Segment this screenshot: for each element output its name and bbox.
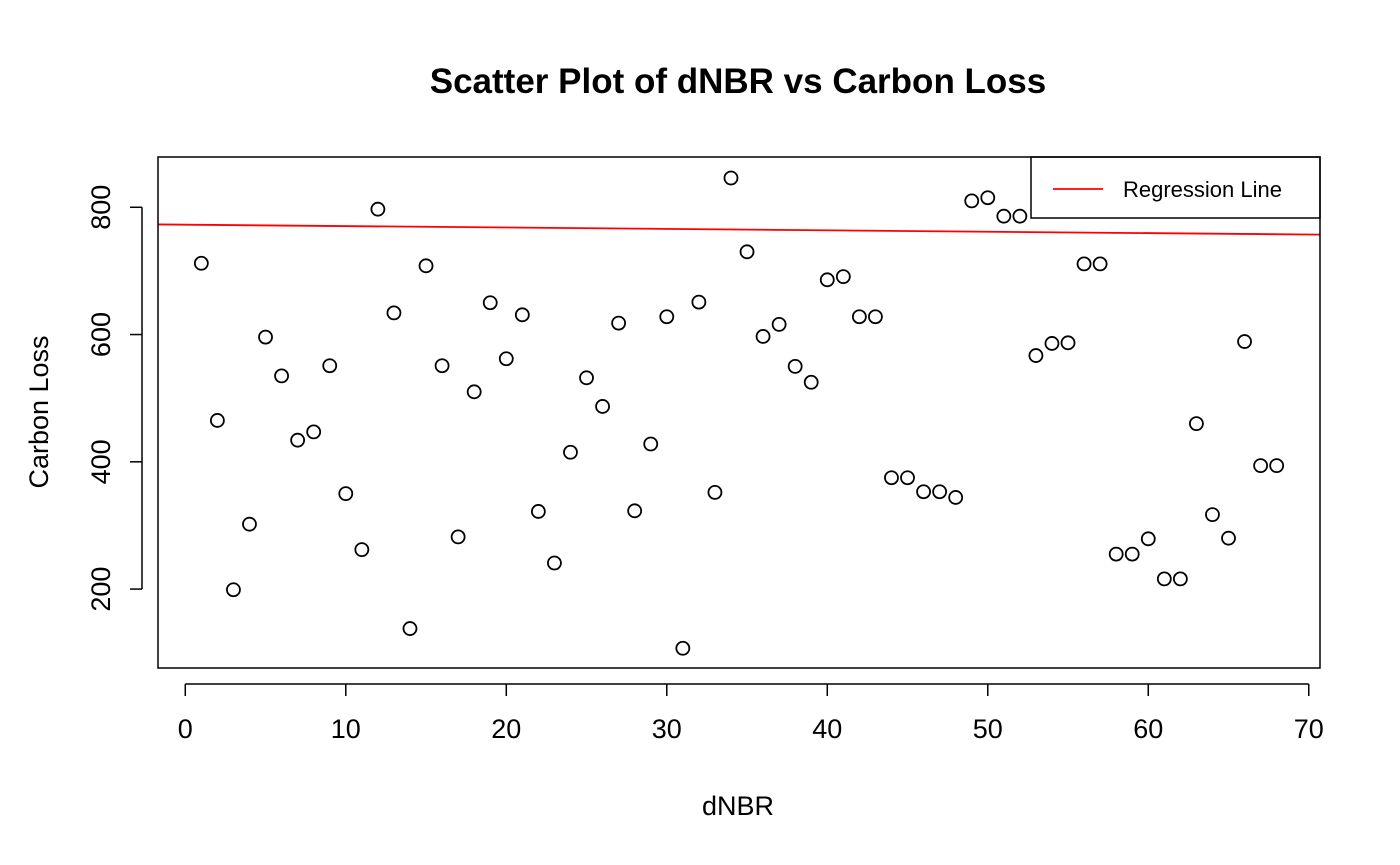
data-point <box>739 244 755 260</box>
data-point <box>675 640 691 656</box>
x-tick-label: 20 <box>491 714 521 744</box>
y-axis-title: Carbon Loss <box>24 335 54 488</box>
data-point <box>1092 256 1108 272</box>
data-point <box>964 193 980 209</box>
data-point <box>868 309 883 325</box>
data-point <box>627 503 643 519</box>
data-point <box>771 316 787 332</box>
x-tick-label: 40 <box>812 714 842 744</box>
data-point <box>1189 416 1204 432</box>
data-point <box>1060 335 1076 351</box>
data-point <box>258 329 273 345</box>
data-point <box>595 399 610 414</box>
data-point <box>1012 208 1028 224</box>
data-point <box>980 190 996 206</box>
plot-frame <box>157 156 1321 669</box>
data-point <box>1140 531 1156 547</box>
data-point <box>851 309 867 325</box>
data-point <box>306 424 322 440</box>
y-tick-label: 600 <box>86 312 116 357</box>
data-point <box>498 351 514 367</box>
data-point <box>659 309 675 325</box>
data-point <box>643 436 659 452</box>
data-point <box>402 621 418 636</box>
data-point <box>996 208 1012 224</box>
x-tick-label: 60 <box>1133 714 1163 744</box>
legend-box <box>1030 156 1321 219</box>
x-tick-label: 50 <box>973 714 1003 744</box>
data-point <box>691 294 707 310</box>
data-point <box>787 358 803 374</box>
data-point <box>835 269 851 285</box>
y-tick-label: 200 <box>86 567 116 612</box>
data-point <box>1269 458 1285 474</box>
data-point <box>803 374 819 390</box>
y-tick-label: 800 <box>86 185 116 230</box>
data-point <box>755 329 771 344</box>
data-point <box>1108 546 1124 562</box>
data-point <box>1237 334 1252 349</box>
data-point <box>1156 571 1172 587</box>
data-point <box>466 384 482 400</box>
data-point <box>932 484 948 500</box>
data-point <box>242 516 257 532</box>
data-point <box>1172 571 1188 587</box>
data-point <box>611 315 627 331</box>
data-point <box>450 529 466 545</box>
data-point <box>338 486 354 502</box>
data-point <box>370 201 386 217</box>
data-point <box>884 470 899 486</box>
regression-layer <box>157 223 1321 236</box>
data-point <box>274 368 289 384</box>
data-point <box>434 358 450 374</box>
x-axis: 0 10 20 30 40 50 60 70 <box>178 683 1324 744</box>
data-point <box>322 358 338 374</box>
data-point <box>1044 336 1060 351</box>
data-point <box>563 444 578 460</box>
data-point <box>723 170 739 186</box>
data-point <box>193 255 209 271</box>
data-point <box>819 272 835 288</box>
data-point <box>1253 458 1269 474</box>
chart-title: Scatter Plot of dNBR vs Carbon Loss <box>430 62 1046 101</box>
data-point <box>900 470 915 486</box>
data-point <box>1076 256 1092 272</box>
data-point <box>209 413 225 428</box>
data-points <box>193 170 1285 656</box>
data-point <box>579 370 594 386</box>
x-tick-label: 0 <box>178 714 193 744</box>
regression-line <box>157 223 1321 236</box>
data-point <box>290 432 306 448</box>
x-axis-title: dNBR <box>702 791 774 821</box>
data-point <box>1221 530 1236 546</box>
y-axis: 200 400 600 800 <box>86 185 143 612</box>
data-point <box>226 582 241 598</box>
data-point <box>530 504 546 519</box>
data-point <box>1124 546 1140 562</box>
data-point <box>1028 348 1044 363</box>
x-tick-label: 70 <box>1294 714 1324 744</box>
data-point <box>707 484 723 500</box>
data-point <box>514 307 530 323</box>
data-point <box>1205 507 1220 523</box>
data-point <box>547 555 562 571</box>
legend-label: Regression Line <box>1123 177 1282 202</box>
y-tick-label: 400 <box>86 439 116 484</box>
data-point <box>948 490 964 505</box>
data-point <box>418 258 434 274</box>
x-tick-label: 30 <box>652 714 682 744</box>
x-tick-label: 10 <box>331 714 361 744</box>
data-point <box>916 484 931 500</box>
data-point <box>386 305 402 321</box>
legend: Regression Line <box>1030 156 1321 219</box>
data-point <box>354 542 370 558</box>
data-point <box>482 295 498 311</box>
